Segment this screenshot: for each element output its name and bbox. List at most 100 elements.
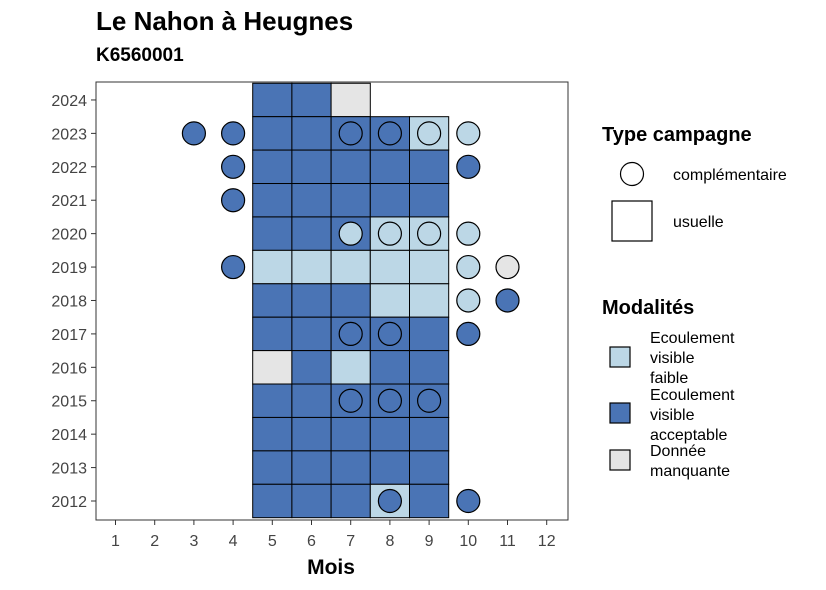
cell-2022-9 [409, 149, 450, 185]
point-2020-10 [456, 221, 481, 246]
y-tick-label: 2015 [51, 394, 87, 411]
x-tick-label: 4 [229, 533, 238, 550]
x-axis: 1 2 3 4 5 6 7 8 9 10 11 12 [111, 520, 556, 550]
legend-label-faible: Ecoulement visible faible [650, 330, 735, 387]
x-tick-label: 2 [150, 533, 159, 550]
cell-2021-7 [330, 183, 371, 218]
point-2012-8 [377, 488, 402, 514]
point-2015-8 [377, 388, 402, 413]
y-tick-label: 2022 [51, 160, 87, 177]
cell-2017-6 [291, 316, 332, 352]
cell-2021-5 [252, 183, 293, 218]
y-tick-label: 2019 [51, 260, 87, 277]
point-2018-11 [495, 288, 520, 313]
y-axis: 2012 2013 2014 2015 2016 2017 2018 2019 2020 2021… [51, 93, 96, 511]
y-tick-label: 2014 [51, 427, 87, 444]
point-2022-4 [221, 154, 246, 179]
point-2018-10 [456, 288, 481, 313]
cell-2013-6 [291, 450, 332, 485]
x-tick-label: 1 [111, 533, 120, 550]
cell-2024-6 [291, 82, 332, 118]
x-tick-label: 8 [385, 533, 394, 550]
point-2015-9 [417, 388, 442, 413]
chart-title: Le Nahon à Heugnes [96, 6, 354, 36]
y-tick-label: 2013 [51, 461, 87, 478]
cell-2021-9 [409, 183, 450, 218]
cell-2014-7 [330, 416, 371, 452]
y-tick-label: 2016 [51, 360, 87, 377]
cell-2021-8 [369, 183, 410, 218]
point-2023-9 [417, 121, 442, 146]
point-2017-8 [377, 321, 402, 346]
cell-2013-9 [409, 450, 450, 485]
x-tick-label: 12 [538, 533, 556, 550]
cell-2012-5 [252, 483, 293, 519]
x-tick-label: 11 [499, 533, 516, 550]
point-2020-9 [417, 221, 442, 246]
x-tick-label: 5 [268, 533, 277, 550]
cell-2018-7 [330, 283, 371, 318]
cell-2022-6 [291, 149, 332, 185]
cell-2019-8 [369, 249, 410, 285]
legend-circle-swatch [619, 161, 645, 187]
cells-layer [252, 82, 450, 519]
cell-2016-7 [330, 350, 371, 385]
point-2023-3 [181, 121, 206, 146]
y-tick-label: 2020 [51, 227, 87, 244]
point-2023-4 [221, 121, 246, 146]
cell-2020-5 [252, 216, 293, 251]
cell-2020-6 [291, 216, 332, 251]
chart-subtitle: K6560001 [96, 45, 184, 66]
cell-2018-5 [252, 283, 293, 318]
cell-2022-8 [369, 149, 410, 185]
point-2022-10 [456, 154, 481, 179]
x-tick-label: 7 [346, 533, 355, 550]
cell-2013-7 [330, 450, 371, 485]
point-2021-4 [221, 188, 246, 213]
legend-swatch-faible [609, 346, 631, 368]
cell-2012-6 [291, 483, 332, 519]
legend-swatch-acceptable [609, 402, 631, 424]
cell-2024-7 [330, 82, 371, 118]
x-axis-title: Mois [307, 556, 355, 579]
cell-2018-9 [409, 283, 450, 318]
point-2020-7 [338, 221, 363, 246]
point-2020-8 [377, 221, 402, 246]
cell-2013-5 [252, 450, 293, 485]
cell-2015-6 [291, 383, 332, 418]
cell-2019-5 [252, 249, 293, 285]
point-2017-10 [456, 321, 481, 346]
cell-2012-7 [330, 483, 371, 519]
legend-modalites: Modalités Ecoulement visible faibleEcoulem… [602, 297, 735, 480]
points-layer [181, 121, 520, 514]
cell-2018-6 [291, 283, 332, 318]
cell-2014-6 [291, 416, 332, 452]
x-tick-label: 3 [189, 533, 198, 550]
x-tick-label: 9 [425, 533, 434, 550]
legend-modalites-title: Modalités [602, 297, 694, 319]
legend-label-acceptable: Ecoulement visible acceptable [650, 387, 735, 444]
cell-2019-7 [330, 249, 371, 285]
legend-swatch-manquante [609, 449, 631, 471]
y-tick-label: 2024 [51, 93, 87, 110]
legend-square-swatch [611, 200, 653, 242]
point-2023-8 [377, 121, 402, 146]
cell-2017-5 [252, 316, 293, 352]
cell-2016-6 [291, 350, 332, 385]
cell-2012-9 [409, 483, 450, 519]
cell-2019-9 [409, 249, 450, 285]
cell-2016-5 [252, 350, 293, 385]
cell-2016-8 [369, 350, 410, 385]
y-tick-label: 2012 [51, 494, 87, 511]
legend-label-manquante: Donnée manquante [650, 443, 730, 480]
cell-2017-9 [409, 316, 450, 352]
cell-2014-8 [369, 416, 410, 452]
cell-2014-9 [409, 416, 450, 452]
cell-2024-5 [252, 82, 293, 118]
point-2012-10 [456, 488, 481, 514]
point-2019-4 [221, 254, 246, 280]
cell-2013-8 [369, 450, 410, 485]
cell-2016-9 [409, 350, 450, 385]
legend-type-complementaire: complémentaire [673, 167, 787, 184]
